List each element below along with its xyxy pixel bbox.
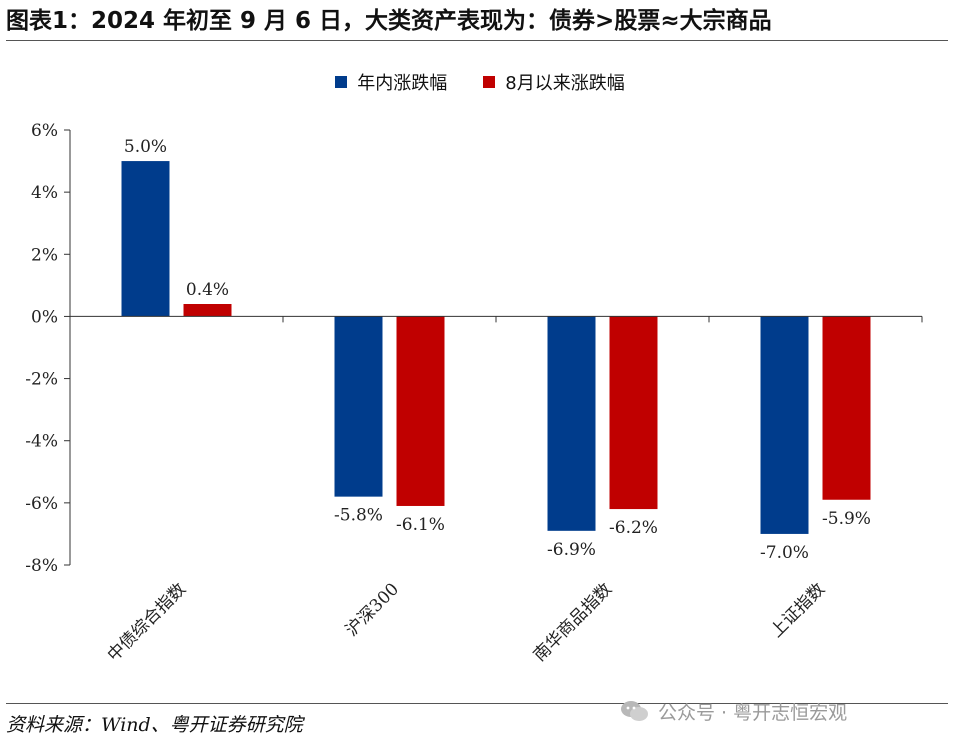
y-tick-label: 4% — [31, 183, 58, 203]
legend-swatch-series-1 — [335, 76, 348, 88]
data-label: -6.2% — [609, 518, 658, 538]
y-tick-label: -8% — [25, 556, 58, 576]
data-label: 0.4% — [186, 280, 229, 300]
bar-ytd — [121, 161, 170, 317]
bar-since-aug — [396, 316, 445, 506]
legend-label-series-2: 8月以来涨跌幅 — [505, 73, 625, 94]
source-note: 资料来源：Wind、粤开证券研究院 — [6, 714, 303, 736]
data-label: -5.8% — [334, 506, 383, 526]
legend: 年内涨跌幅 8月以来涨跌幅 — [0, 70, 960, 94]
legend-item-series-1: 年内涨跌幅 — [335, 69, 447, 95]
bar-ytd — [334, 316, 383, 497]
y-tick-label: -2% — [25, 370, 58, 390]
chart-title: 图表1：2024 年初至 9 月 6 日，大类资产表现为：债券>股票≈大宗商品 — [6, 8, 772, 34]
legend-label-series-1: 年内涨跌幅 — [357, 73, 448, 94]
title-divider — [6, 40, 948, 41]
x-category-label: 中债综合指数 — [104, 579, 190, 665]
bar-since-aug — [609, 316, 658, 510]
bar-since-aug — [822, 316, 871, 500]
x-category-label: 上证指数 — [767, 579, 829, 641]
bar-ytd — [760, 316, 809, 534]
bar-ytd — [547, 316, 596, 531]
data-label: -5.9% — [822, 509, 871, 529]
watermark-text: 公众号 · 粤开志恒宏观 — [658, 701, 848, 724]
data-label: -6.1% — [396, 515, 445, 535]
legend-item-series-2: 8月以来涨跌幅 — [483, 69, 625, 95]
watermark: 公众号 · 粤开志恒宏观 — [620, 696, 847, 726]
y-tick-label: 6% — [31, 121, 58, 141]
wechat-icon — [621, 701, 648, 721]
bar-since-aug — [183, 304, 232, 317]
y-tick-label: 2% — [31, 245, 58, 265]
legend-swatch-series-2 — [483, 76, 496, 88]
x-category-label: 沪深300 — [342, 579, 403, 640]
data-label: -6.9% — [547, 540, 596, 560]
y-tick-label: 0% — [31, 307, 58, 327]
y-tick-label: -4% — [25, 432, 58, 452]
y-tick-label: -6% — [25, 494, 58, 514]
data-label: 5.0% — [124, 137, 167, 157]
data-label: -7.0% — [760, 543, 809, 563]
footer-divider — [6, 703, 948, 704]
x-category-label: 南华商品指数 — [530, 579, 616, 665]
